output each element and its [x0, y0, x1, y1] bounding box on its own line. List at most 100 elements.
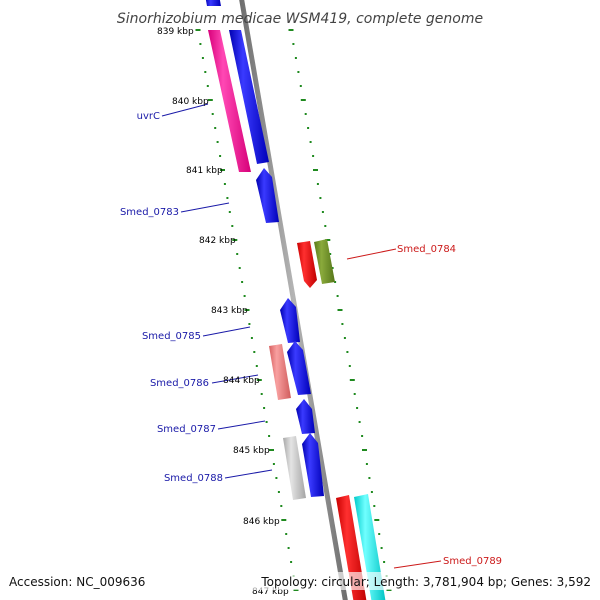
- tick-mark: [255, 365, 258, 367]
- tick-mark: [281, 519, 287, 521]
- kbp-tick-labels: 839 kbp 840 kbp 841 kbp 842 kbp 843 kbp …: [157, 27, 289, 597]
- gene-smed-0788-blue[interactable]: [302, 433, 324, 497]
- tick-mark: [294, 57, 297, 59]
- tick-mark: [236, 253, 239, 255]
- tick-mark: [331, 267, 334, 269]
- tick-mark: [309, 141, 312, 143]
- gene-smed-0785[interactable]: [280, 298, 300, 343]
- gene-smed-0786-salmon[interactable]: [269, 344, 291, 400]
- tick-mark: [253, 351, 256, 353]
- tick-mark: [199, 43, 202, 45]
- tick-mark: [207, 99, 213, 101]
- gene-label-smed-0783[interactable]: Smed_0783: [120, 207, 179, 218]
- tick-mark: [228, 211, 231, 213]
- tick-mark: [336, 295, 339, 297]
- kbp-label: 846 kbp: [243, 517, 280, 527]
- tick-mark: [362, 449, 367, 451]
- tick-mark: [272, 463, 275, 465]
- tick-mark: [216, 141, 219, 143]
- tick-mark: [211, 113, 214, 115]
- tick-mark: [232, 239, 238, 241]
- tick-mark: [300, 99, 306, 101]
- label-leaders: [161, 103, 442, 569]
- tick-mark: [285, 533, 288, 535]
- tick-mark: [348, 365, 351, 367]
- tick-mark: [358, 421, 361, 423]
- gene-smed-0783[interactable]: [256, 168, 279, 223]
- gene-labels-right: Smed_0784 Smed_0789: [397, 244, 502, 567]
- tick-mark: [238, 267, 241, 269]
- gene-label-smed-0784[interactable]: Smed_0784: [397, 244, 456, 255]
- tick-mark: [275, 477, 278, 479]
- map-title: Sinorhizobium medicae WSM419, complete g…: [117, 11, 483, 27]
- genome-backbone: [239, 0, 348, 600]
- gene-label-smed-0788[interactable]: Smed_0788: [164, 473, 223, 484]
- gene-smed-0784-olive[interactable]: [314, 239, 335, 284]
- tick-mark: [277, 491, 280, 493]
- gene-labels-left: uvrC Smed_0783 Smed_0785 Smed_0786 Smed_…: [120, 111, 223, 484]
- tick-mark: [304, 113, 307, 115]
- gene-label-smed-0787[interactable]: Smed_0787: [157, 424, 216, 435]
- tick-mark: [263, 407, 266, 409]
- tick-mark: [299, 85, 302, 87]
- tick-mark: [292, 43, 295, 45]
- tick-mark: [195, 29, 201, 31]
- tick-mark: [231, 225, 234, 227]
- tick-mark: [256, 379, 262, 381]
- tick-mark: [244, 309, 250, 311]
- tick-mark: [349, 379, 355, 381]
- gene-top-clipped: [205, 0, 221, 6]
- tick-mark: [334, 281, 337, 283]
- tick-mark: [370, 491, 373, 493]
- tick-mark: [206, 85, 209, 87]
- gene-label-smed-0786[interactable]: Smed_0786: [150, 378, 209, 389]
- gene-smed-0786-blue[interactable]: [287, 341, 311, 395]
- tick-mark: [290, 561, 293, 563]
- tick-mark: [337, 309, 343, 311]
- tick-mark: [374, 519, 380, 521]
- tick-mark: [353, 393, 356, 395]
- tick-mark: [325, 239, 331, 241]
- kbp-label: 844 kbp: [223, 376, 260, 386]
- tick-mark: [365, 463, 368, 465]
- kbp-label: 843 kbp: [211, 306, 248, 316]
- gene-smed-0787[interactable]: [296, 399, 315, 434]
- tick-mark: [220, 169, 225, 171]
- gene-smed-0784-red[interactable]: [297, 241, 317, 288]
- gene-label-uvrc[interactable]: uvrC: [137, 111, 160, 122]
- gene-uvrc-forward[interactable]: [229, 30, 269, 164]
- tick-mark: [321, 211, 324, 213]
- tick-mark: [260, 393, 263, 395]
- tick-mark: [380, 547, 383, 549]
- tick-mark: [313, 169, 318, 171]
- tick-mark: [346, 351, 349, 353]
- tick-mark: [288, 29, 294, 31]
- tick-mark: [219, 155, 222, 157]
- tick-mark: [297, 71, 300, 73]
- tick-mark: [307, 127, 310, 129]
- tick-mark: [324, 225, 327, 227]
- tick-mark: [356, 407, 359, 409]
- tick-mark: [241, 281, 244, 283]
- tick-mark: [378, 533, 381, 535]
- accession-text: Accession: NC_009636: [9, 575, 145, 589]
- gene-label-smed-0789[interactable]: Smed_0789: [443, 556, 502, 567]
- tick-mark: [329, 253, 332, 255]
- tick-mark: [248, 323, 251, 325]
- tick-mark: [201, 57, 204, 59]
- kbp-label: 847 kbp: [252, 587, 289, 597]
- tick-mark: [319, 197, 322, 199]
- gene-smed-0788-grey[interactable]: [283, 436, 306, 500]
- gene-label-smed-0785[interactable]: Smed_0785: [142, 331, 201, 342]
- tick-mark: [280, 505, 283, 507]
- kbp-label: 842 kbp: [199, 236, 236, 246]
- tick-mark: [243, 295, 246, 297]
- gene-features: [205, 0, 386, 600]
- tick-mark: [373, 505, 376, 507]
- tick-mark: [223, 183, 226, 185]
- tick-mark: [226, 197, 229, 199]
- tick-mark: [383, 561, 386, 563]
- tick-track-right: [288, 29, 392, 591]
